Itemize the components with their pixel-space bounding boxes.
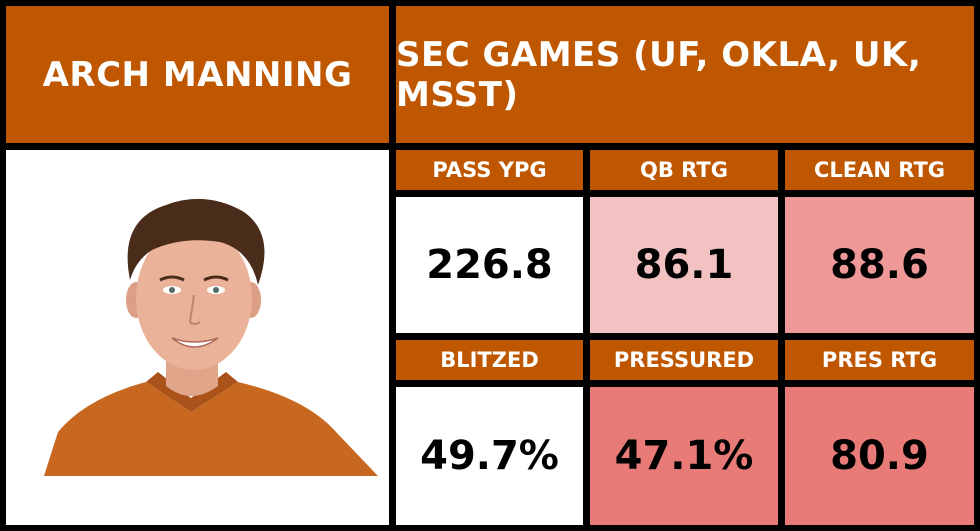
stat-label-pass-ypg: PASS YPG bbox=[396, 150, 583, 190]
stat-label-blitzed: BLITZED bbox=[396, 340, 583, 380]
stat-label-pres-rtg: PRES RTG bbox=[785, 340, 974, 380]
stat-value-pass-ypg: 226.8 bbox=[396, 197, 583, 333]
stat-label-pressured: PRESSURED bbox=[590, 340, 778, 380]
player-photo bbox=[6, 150, 389, 525]
player-headshot-image bbox=[44, 198, 378, 476]
stat-value-qb-rtg: 86.1 bbox=[590, 197, 778, 333]
games-title: SEC GAMES (UF, OKLA, UK, MSST) bbox=[396, 6, 974, 143]
stat-label-clean-rtg: CLEAN RTG bbox=[785, 150, 974, 190]
stat-value-clean-rtg: 88.6 bbox=[785, 197, 974, 333]
stat-value-pres-rtg: 80.9 bbox=[785, 387, 974, 525]
stat-value-pressured: 47.1% bbox=[590, 387, 778, 525]
player-name: ARCH MANNING bbox=[6, 6, 389, 143]
stat-label-qb-rtg: QB RTG bbox=[590, 150, 778, 190]
stat-value-blitzed: 49.7% bbox=[396, 387, 583, 525]
